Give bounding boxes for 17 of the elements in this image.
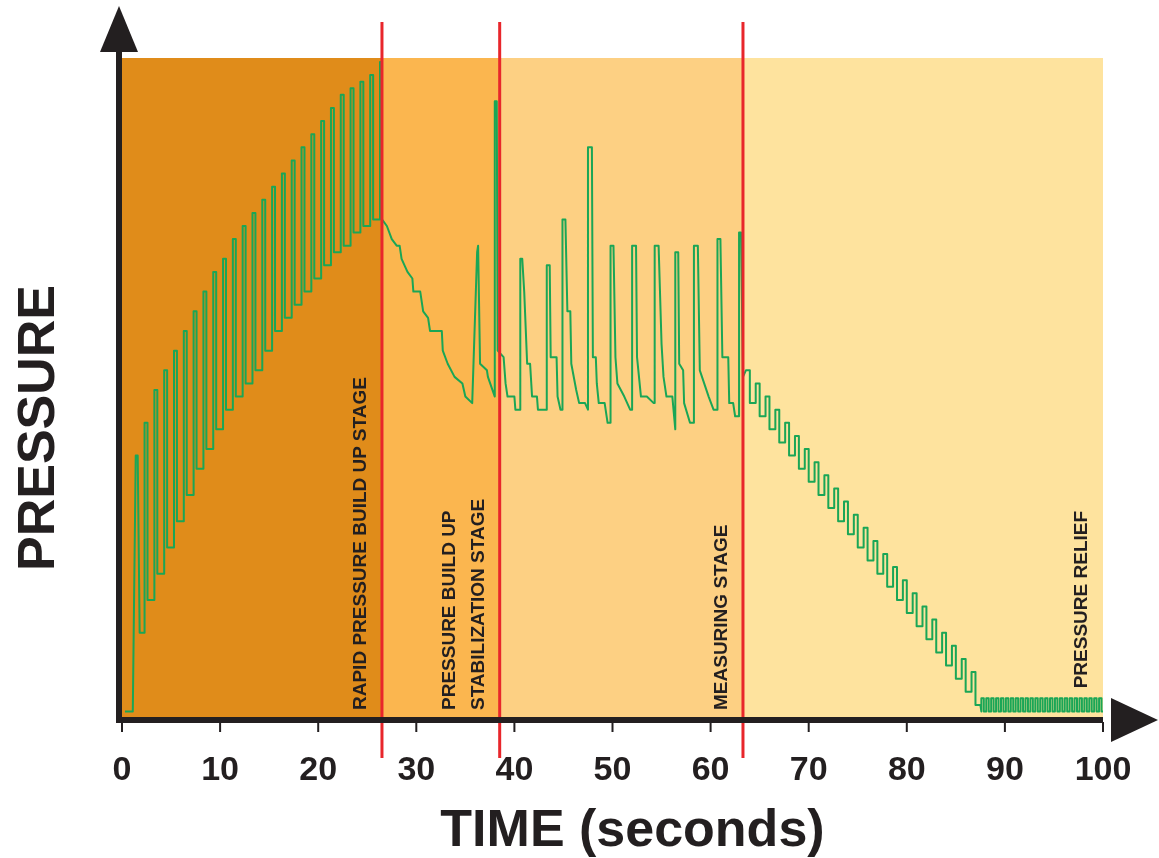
x-tick-label: 90 xyxy=(985,749,1024,787)
band-label: PRESSURE RELIEF xyxy=(1070,510,1091,689)
x-tick-label: 0 xyxy=(112,749,132,787)
band-label: MEASURING STAGE xyxy=(709,524,731,710)
band-label: RAPID PRESSURE BUILD UP STAGE xyxy=(348,377,370,710)
band-label: PRESSURE BUILD UP STABILIZATION STAGE xyxy=(437,498,488,710)
x-tick-label: 70 xyxy=(789,749,828,787)
x-tick-label: 50 xyxy=(593,749,632,787)
x-tick-label: 30 xyxy=(397,749,436,787)
x-tick-label: 60 xyxy=(691,749,730,787)
x-tick-label: 20 xyxy=(299,749,338,787)
x-tick-label: 100 xyxy=(1074,749,1132,787)
x-tick-label: 40 xyxy=(495,749,534,787)
y-axis-title: PRESSURE xyxy=(7,284,65,572)
x-axis-title: TIME (seconds) xyxy=(440,799,825,857)
x-tick-label: 80 xyxy=(887,749,926,787)
x-tick-label: 10 xyxy=(201,749,240,787)
